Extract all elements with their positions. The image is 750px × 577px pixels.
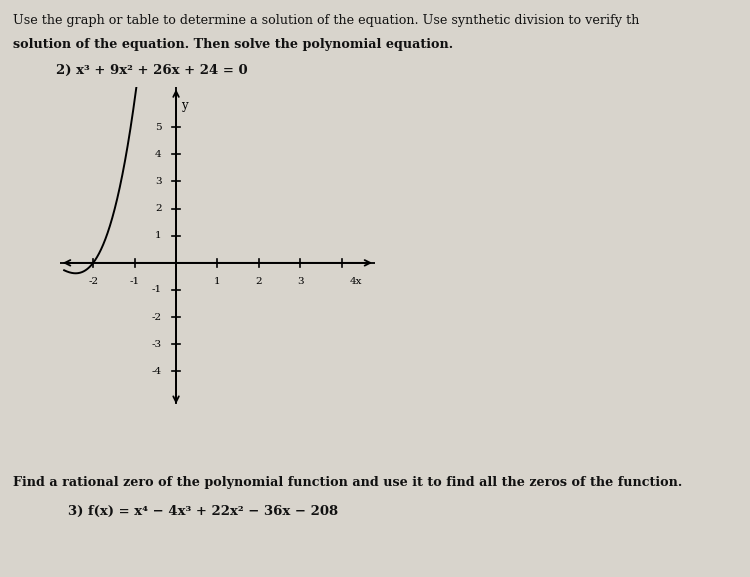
Text: 2) x³ + 9x² + 26x + 24 = 0: 2) x³ + 9x² + 26x + 24 = 0 — [56, 63, 248, 77]
Text: -3: -3 — [152, 340, 162, 349]
Text: Find a rational zero of the polynomial function and use it to find all the zeros: Find a rational zero of the polynomial f… — [13, 476, 682, 489]
Text: 2: 2 — [155, 204, 162, 213]
Text: 3) f(x) = x⁴ − 4x³ + 22x² − 36x − 208: 3) f(x) = x⁴ − 4x³ + 22x² − 36x − 208 — [68, 505, 338, 518]
Text: 1: 1 — [214, 278, 220, 286]
Text: 5: 5 — [155, 123, 162, 132]
Text: -2: -2 — [88, 278, 98, 286]
Text: y: y — [181, 99, 188, 112]
Text: solution of the equation. Then solve the polynomial equation.: solution of the equation. Then solve the… — [13, 38, 454, 51]
Text: 4: 4 — [155, 150, 162, 159]
Text: 4x: 4x — [350, 278, 361, 286]
Text: 3: 3 — [155, 177, 162, 186]
Text: 3: 3 — [297, 278, 304, 286]
Text: -1: -1 — [152, 286, 162, 294]
Text: 1: 1 — [155, 231, 162, 240]
Text: Use the graph or table to determine a solution of the equation. Use synthetic di: Use the graph or table to determine a so… — [13, 14, 640, 28]
Text: -4: -4 — [152, 367, 162, 376]
Text: -1: -1 — [130, 278, 140, 286]
Text: -2: -2 — [152, 313, 162, 321]
Text: 2: 2 — [256, 278, 262, 286]
